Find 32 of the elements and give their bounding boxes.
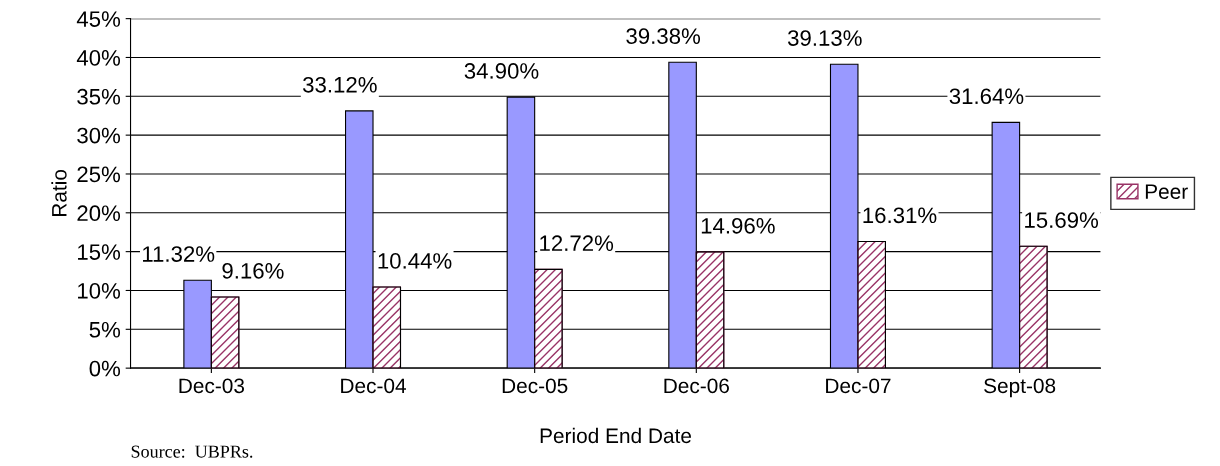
y-axis-title: Ratio: [51, 169, 67, 216]
y-tick-label: 45%: [76, 11, 121, 27]
x-tick-label: Sept-08: [984, 378, 1056, 398]
x-tick-label: Dec-07: [826, 378, 891, 394]
data-label: 11.32%: [143, 246, 215, 262]
data-label: 15.69%: [1025, 212, 1099, 228]
source-note: Source: UBPRs.: [131, 445, 253, 458]
data-label: 12.72%: [540, 235, 614, 251]
x-tick-label: Dec-05: [502, 378, 568, 394]
data-label: 16.31%: [863, 207, 937, 224]
y-tick-label: 25%: [77, 166, 121, 183]
x-tick-label: Dec-03: [179, 378, 245, 394]
legend-label: Peer: [1145, 184, 1188, 199]
data-label: 34.90%: [464, 63, 539, 79]
data-label: 33.12%: [303, 76, 377, 93]
y-tick-label: 5%: [89, 321, 121, 338]
y-tick-label: 20%: [77, 205, 121, 222]
x-axis-title: Period End Date: [540, 427, 691, 444]
data-label: 14.96%: [701, 217, 775, 234]
data-label: 31.64%: [949, 88, 1024, 105]
y-tick-label: 0%: [89, 360, 121, 377]
y-tick-label: 35%: [77, 88, 121, 105]
data-label: 39.38%: [626, 28, 701, 45]
y-tick-label: 15%: [78, 244, 121, 260]
y-tick-label: 40%: [76, 50, 121, 66]
data-label: 10.44%: [378, 253, 452, 269]
data-label: 9.16%: [222, 262, 284, 279]
x-tick-label: Dec-06: [664, 378, 729, 394]
data-label: 39.13%: [787, 30, 862, 46]
y-tick-label: 30%: [77, 127, 121, 144]
x-tick-label: Dec-04: [341, 378, 406, 394]
y-tick-label: 10%: [78, 283, 121, 299]
